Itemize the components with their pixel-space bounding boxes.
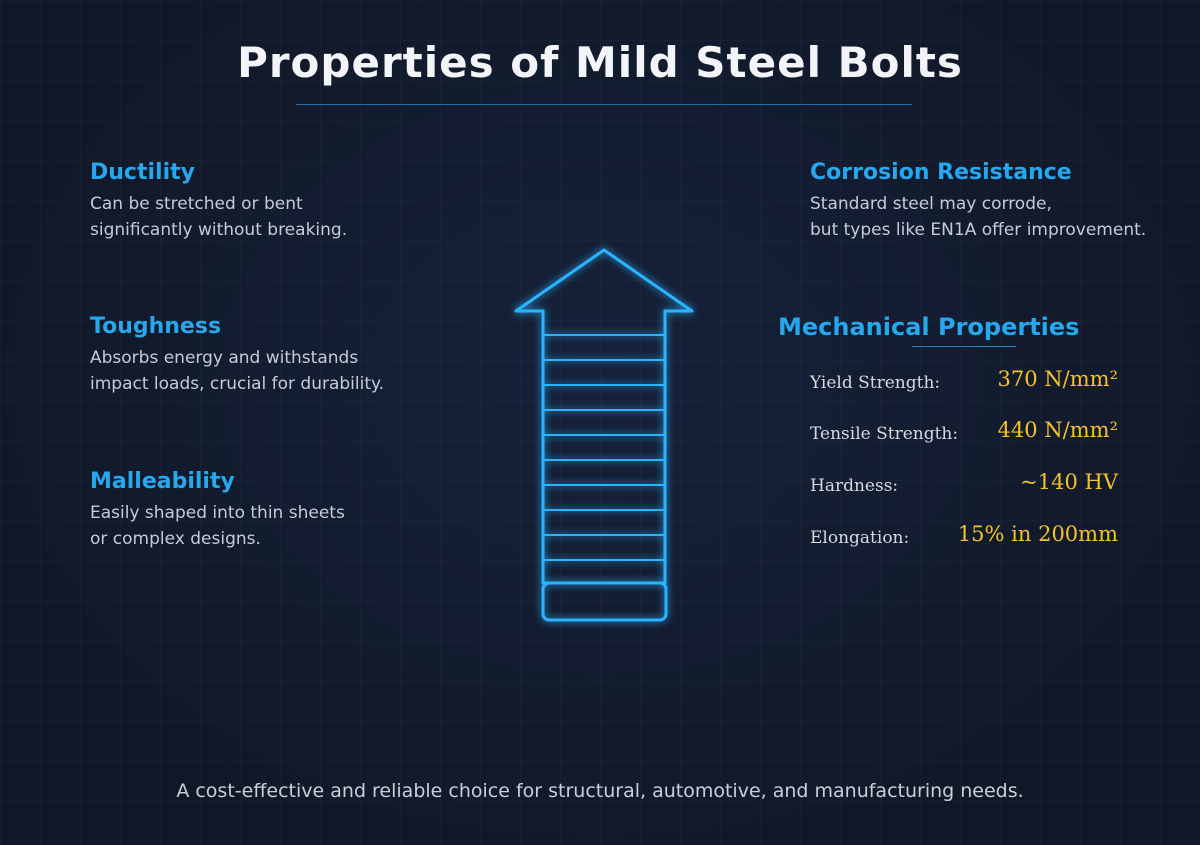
bolt-base [541, 581, 668, 622]
property-title: Malleability [90, 469, 235, 494]
footer: A cost-effective and reliable choice for… [176, 780, 1024, 802]
mech-label: Hardness: [810, 476, 899, 496]
property-text: Standard steel may corrode, but types lik… [810, 191, 1146, 243]
mech-row: Yield Strength: 370 N/mm² [810, 367, 1118, 397]
line: but types like EN1A offer improvement. [810, 220, 1147, 240]
property-text: Absorbs energy and withstands impact load… [90, 345, 384, 397]
line: or complex designs. [90, 529, 261, 549]
property-title: Ductility [90, 160, 195, 185]
mechanical-title: Mechanical Properties [778, 313, 1080, 341]
property-title: Toughness [90, 314, 222, 339]
mech-label: Yield Strength: [810, 373, 941, 393]
mechanical-underline [912, 346, 1016, 347]
property-block: Toughness Absorbs energy and withstands i… [90, 314, 384, 397]
property-text: Easily shaped into thin sheets or complex… [90, 500, 345, 552]
mech-row: Tensile Strength: 440 N/mm² [810, 418, 1118, 448]
mech-label: Elongation: [810, 528, 910, 548]
thread-lines [543, 334, 665, 561]
property-text: Can be stretched or bent significantly wi… [90, 191, 347, 243]
line: significantly without breaking. [90, 220, 348, 240]
mech-value: 370 N/mm² [997, 367, 1118, 391]
line: impact loads, crucial for durability. [90, 374, 385, 394]
title: Properties of Mild Steel Bolts [237, 38, 963, 87]
mech-value: 15% in 200mm [957, 522, 1118, 546]
property-block: Malleability Easily shaped into thin she… [90, 469, 345, 552]
line: Easily shaped into thin sheets [90, 503, 345, 523]
property-block: Ductility Can be stretched or bent signif… [90, 160, 347, 243]
mech-label: Tensile Strength: [810, 424, 959, 444]
mech-row: Hardness: ~140 HV [810, 470, 1118, 500]
line: Can be stretched or bent [90, 194, 303, 214]
mech-row: Elongation: 15% in 200mm [810, 522, 1118, 552]
line: Absorbs energy and withstands [90, 348, 359, 368]
mech-value: 440 N/mm² [997, 418, 1118, 442]
mech-value: ~140 HV [1020, 470, 1118, 494]
title-underline [296, 104, 912, 105]
line: Standard steel may corrode, [810, 194, 1052, 214]
property-title: Corrosion Resistance [810, 160, 1072, 185]
arrow-outline [514, 248, 694, 585]
property-block: Corrosion Resistance Standard steel may … [810, 160, 1146, 243]
